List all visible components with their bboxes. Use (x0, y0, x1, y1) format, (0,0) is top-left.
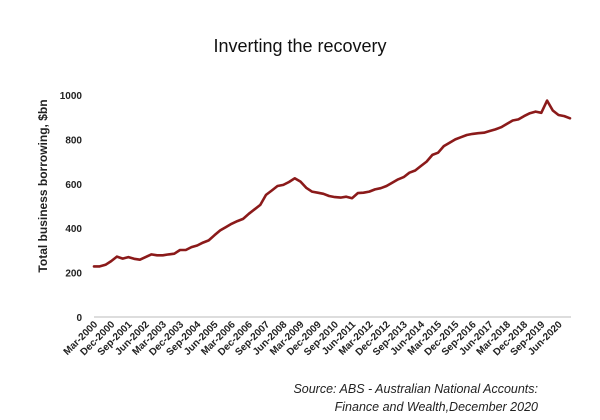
y-tick-label: 600 (65, 180, 82, 191)
y-tick-label: 1000 (60, 91, 83, 102)
x-axis: Mar-2000Dec-2000Sep-2001Jun-2002Mar-2003… (62, 316, 571, 358)
y-tick-label: 400 (65, 224, 82, 235)
y-axis-label: Total business borrowing, $bn (36, 99, 50, 272)
series-line (92, 99, 572, 268)
y-tick-label: 200 (65, 269, 82, 280)
y-tick-label: 0 (76, 313, 82, 324)
y-axis: 0 200 400 600 800 1000 (60, 91, 83, 324)
y-tick-label: 800 (65, 135, 82, 146)
chart-title: Inverting the recovery (213, 36, 387, 56)
source-note: Source: ABS - Australian National Accoun… (293, 380, 538, 416)
source-line-2: Finance and Wealth,December 2020 (334, 400, 538, 414)
source-line-1: Source: ABS - Australian National Accoun… (293, 382, 538, 396)
